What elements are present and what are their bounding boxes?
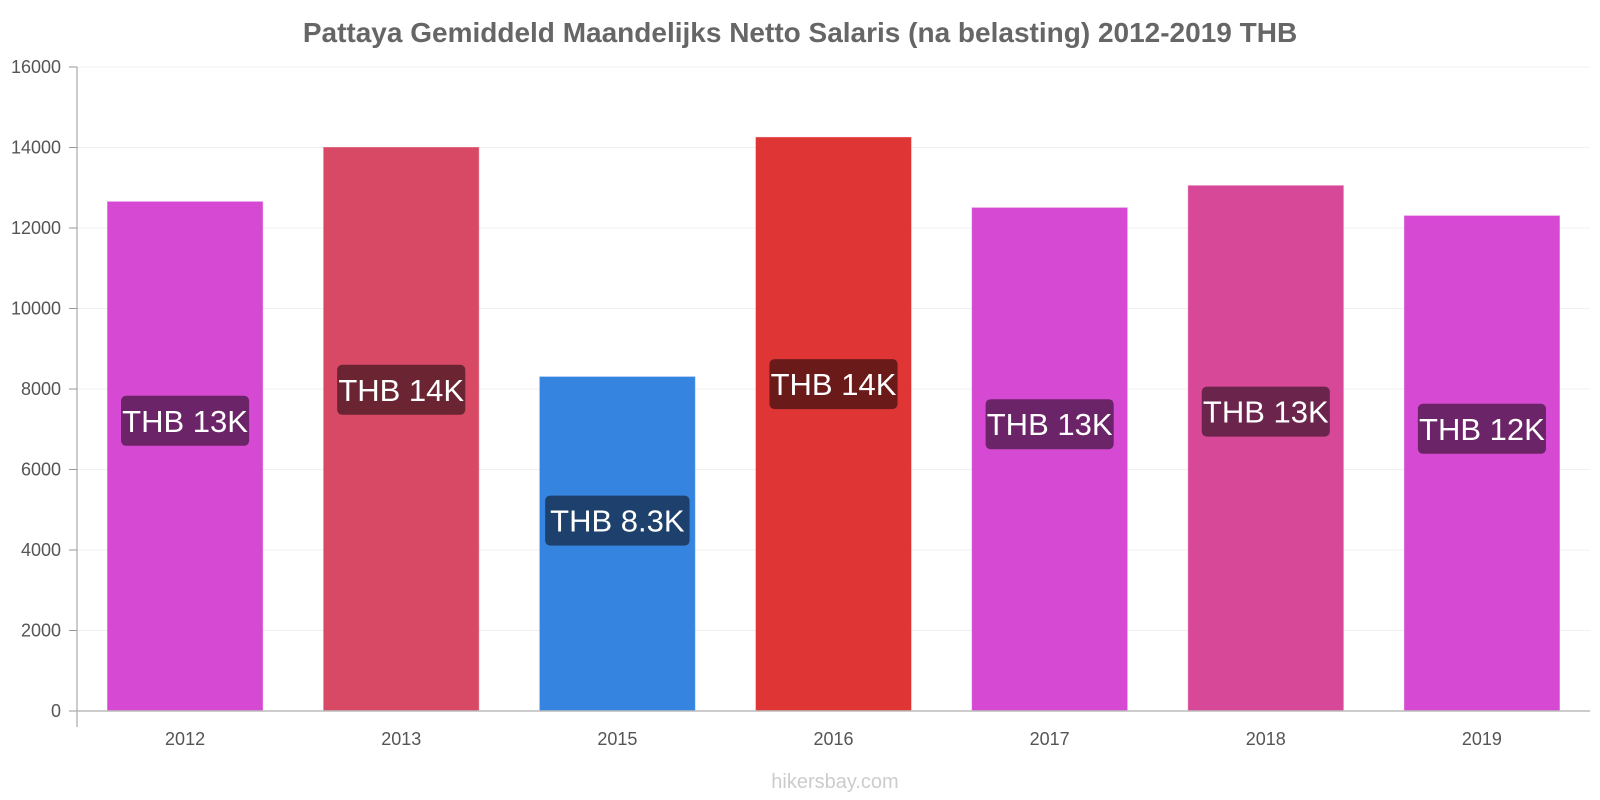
data-label: THB 13K: [122, 404, 248, 439]
watermark: hikersbay.com: [771, 771, 898, 793]
y-tick-label: 2000: [21, 621, 61, 641]
x-tick-label: 2017: [1030, 729, 1070, 749]
y-tick-label: 14000: [11, 138, 61, 158]
data-label: THB 14K: [338, 373, 464, 408]
data-label-box: [1201, 386, 1330, 437]
x-tick-label: 2016: [813, 729, 853, 749]
x-tick-label: 2018: [1246, 729, 1286, 749]
data-label-box: [121, 395, 250, 446]
x-tick-label: 2015: [597, 729, 637, 749]
bar-2018: [1187, 185, 1344, 712]
x-tick-label: 2013: [381, 729, 421, 749]
y-axis: 0 2000 4000 6000 8000 10000 12000 14000 16000: [11, 57, 78, 727]
y-tick-label: 8000: [21, 379, 61, 399]
y-tick-label: 6000: [21, 460, 61, 480]
y-tick-label: 16000: [11, 57, 61, 77]
data-label-box: [985, 399, 1114, 450]
y-tick-label: 0: [51, 701, 61, 721]
y-tick-label: 10000: [11, 299, 61, 319]
y-tick-label: 4000: [21, 540, 61, 560]
data-label-box: [337, 364, 466, 415]
x-tick-label: 2012: [165, 729, 205, 749]
data-label-box: [545, 495, 690, 546]
x-tick-label: 2019: [1462, 729, 1502, 749]
bar-2019: [1403, 215, 1560, 712]
bar-2017: [971, 207, 1128, 712]
data-label: THB 8.3K: [550, 504, 685, 539]
x-axis: 2012 2013 2015 2016 2017 2018 2019: [77, 710, 1590, 749]
bar-2013: [323, 147, 480, 712]
data-label-box: [1417, 403, 1546, 454]
chart-title: Pattaya Gemiddeld Maandelijks Netto Sala…: [303, 17, 1297, 48]
bar-2016: [755, 136, 912, 712]
data-label: THB 13K: [987, 407, 1113, 442]
bars: [107, 136, 1560, 712]
data-label: THB 12K: [1419, 412, 1545, 447]
bar-2012: [107, 201, 264, 712]
data-label-box: [769, 359, 898, 410]
y-tick-label: 12000: [11, 218, 61, 238]
data-label: THB 14K: [771, 367, 897, 402]
data-label: THB 13K: [1203, 395, 1329, 430]
data-labels: THB 13K THB 14K THB 8.3K THB 14K THB 13K THB …: [121, 359, 1546, 546]
